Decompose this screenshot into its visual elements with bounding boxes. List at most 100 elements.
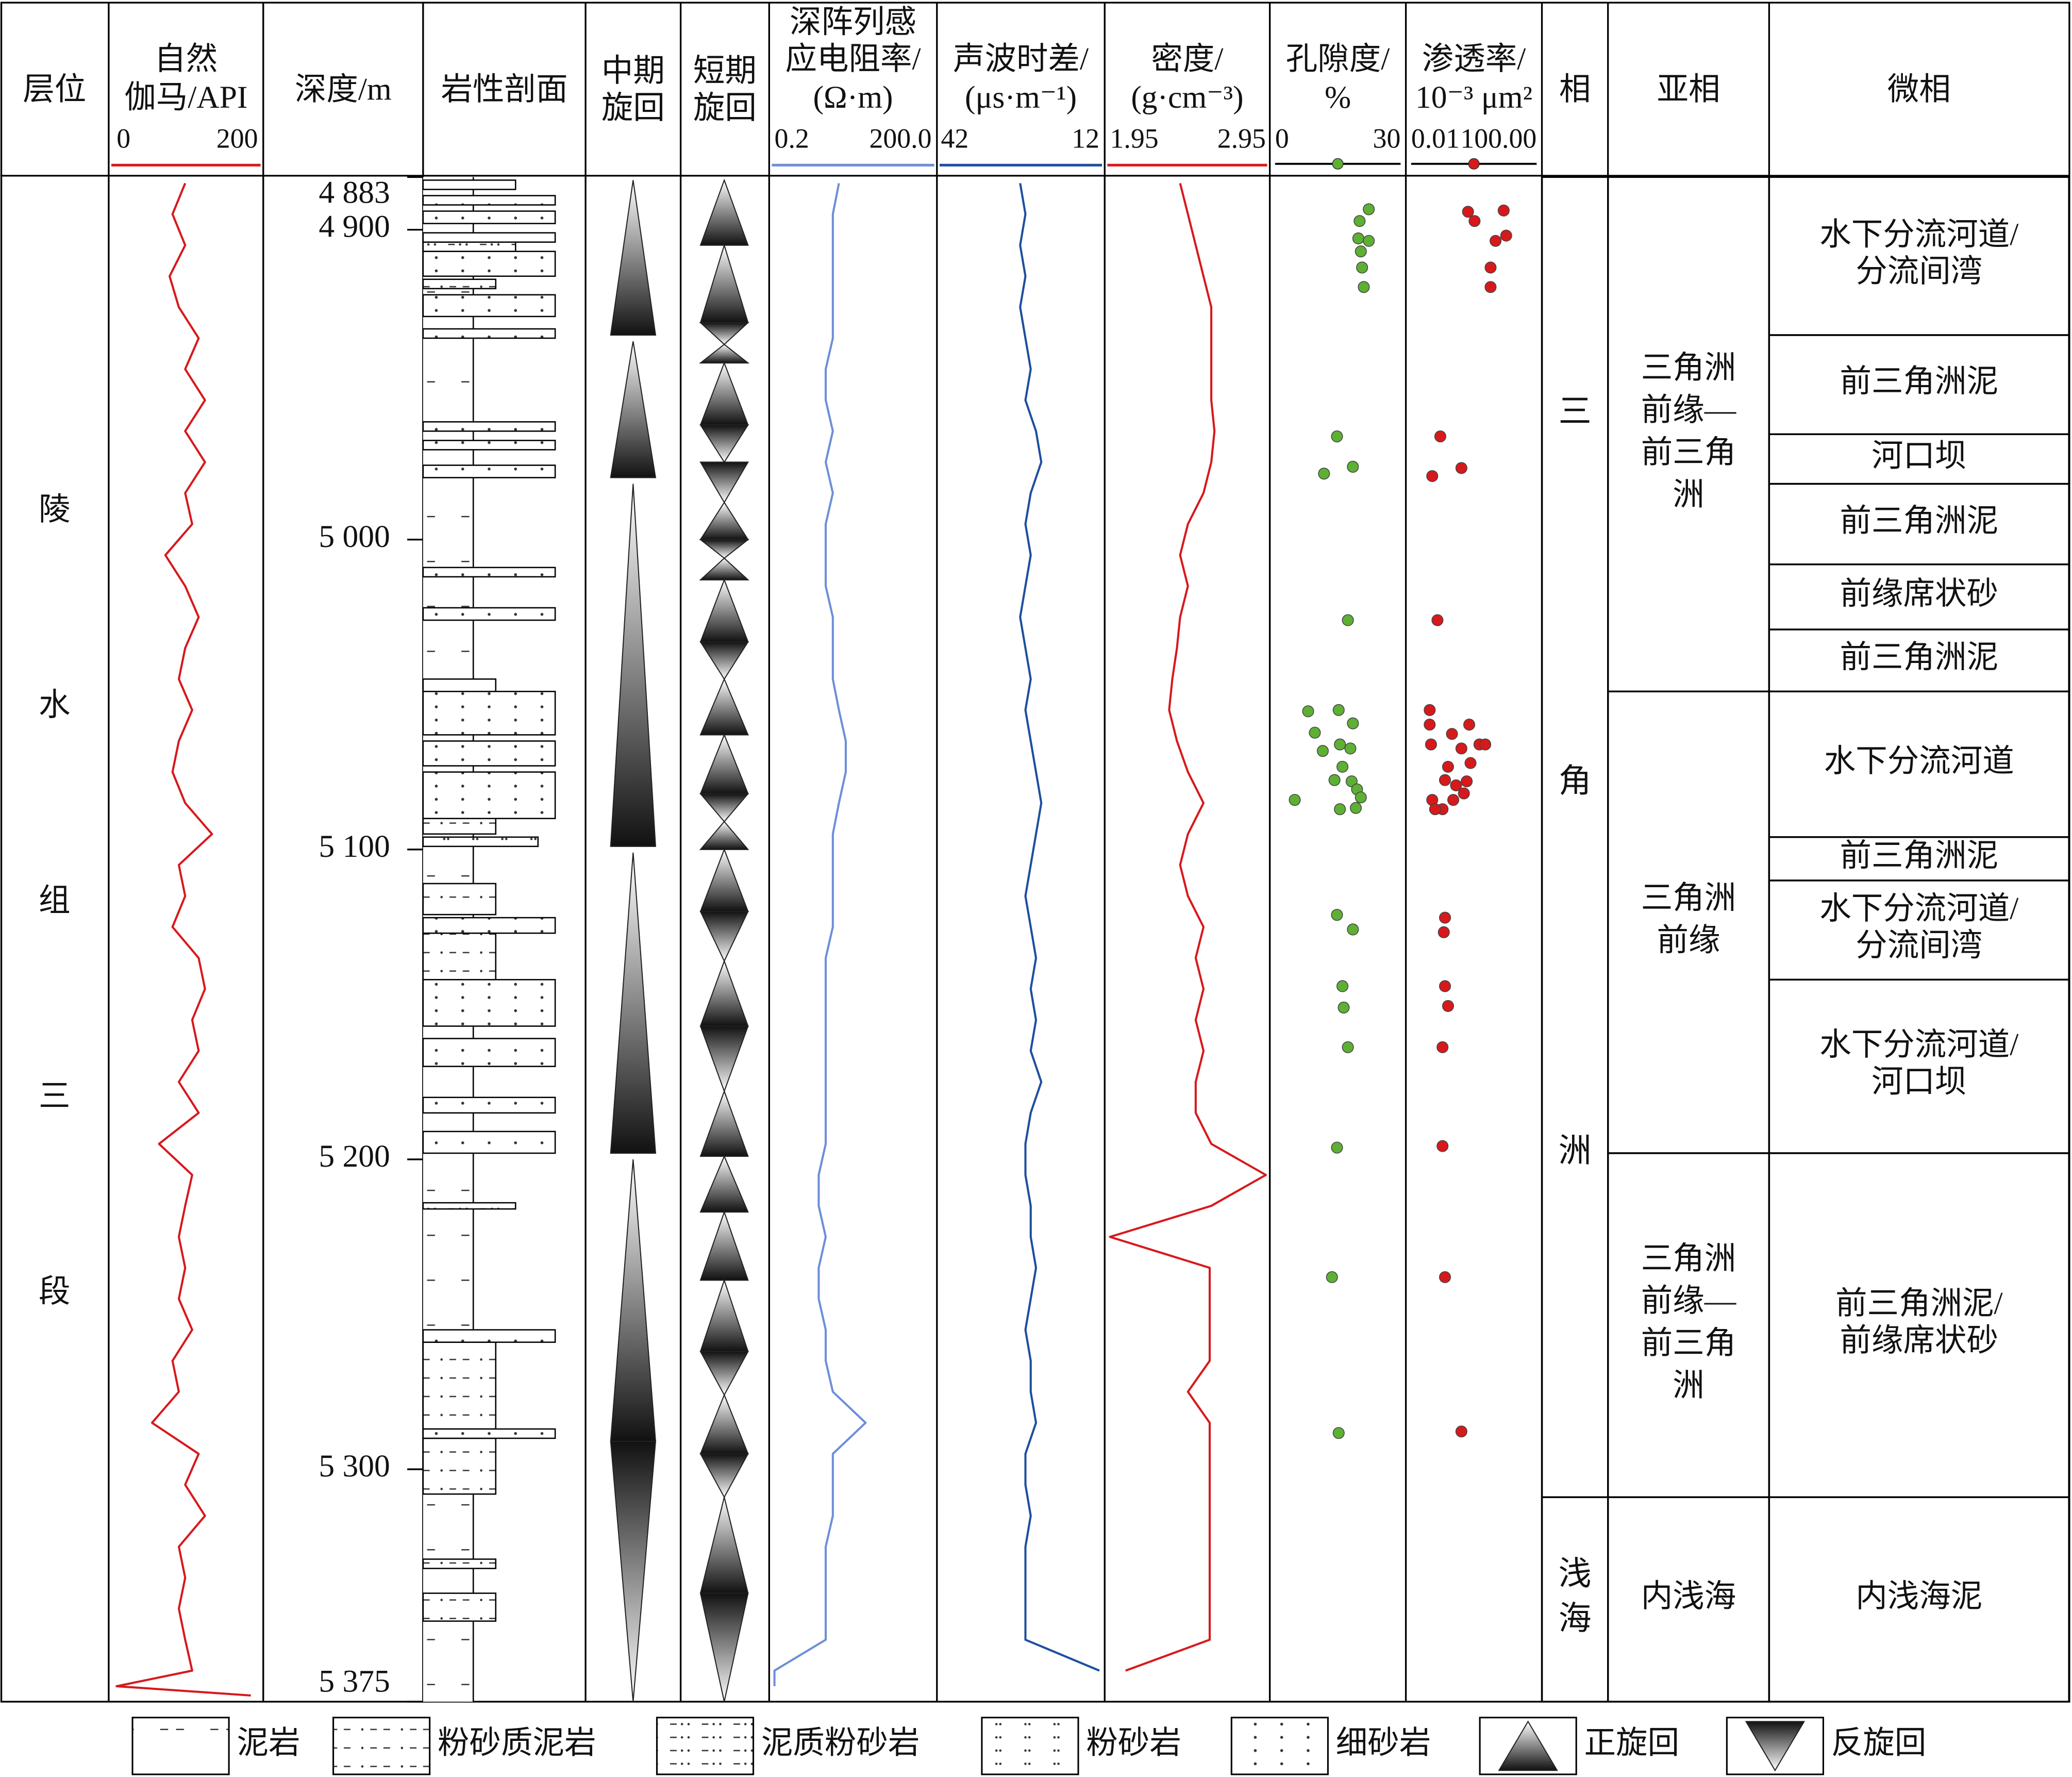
- sample-point: [1356, 261, 1368, 274]
- lithology-bed: [422, 917, 556, 934]
- cycle-triangle: [699, 461, 749, 504]
- header-title: %: [1325, 80, 1351, 115]
- sample-point: [1484, 281, 1497, 293]
- cycle-triangle: [699, 1025, 749, 1093]
- lithology-bed: [422, 607, 556, 621]
- sample-point: [1318, 468, 1330, 480]
- cycle-triangle: [699, 361, 749, 426]
- header-title: 深度/m: [295, 72, 392, 107]
- depth-label: 5 100: [319, 829, 390, 864]
- sample-point: [1479, 738, 1492, 751]
- sample-point: [1439, 774, 1451, 786]
- scale-label: 200.0: [869, 123, 931, 154]
- scale-label: 100.00: [1460, 123, 1536, 154]
- sample-point: [1455, 1425, 1467, 1438]
- cycle-triangle: [699, 911, 749, 962]
- header-title: 深阵列感: [790, 5, 916, 40]
- cycle-triangle: [610, 852, 657, 1154]
- microfacies: 前三角洲泥: [1840, 504, 1998, 539]
- lithology-bed: [422, 1558, 497, 1569]
- header-title: 岩性剖面: [441, 72, 567, 107]
- scale-label: 12: [1072, 123, 1099, 154]
- sample-point: [1355, 791, 1367, 804]
- sample-point: [1342, 614, 1354, 626]
- sample-point: [1358, 281, 1370, 293]
- sample-point: [1439, 1271, 1451, 1283]
- lithology-bed: [422, 241, 516, 252]
- cycle-triangle: [699, 1592, 749, 1702]
- microfacies: 水下分流河道/分流间湾: [1819, 217, 2019, 289]
- lithology-bed: [422, 440, 556, 451]
- scale-label: 2.95: [1217, 123, 1266, 154]
- header-title: 密度/: [1151, 42, 1224, 77]
- scale-label: 30: [1373, 123, 1401, 154]
- header-title: (g·cm⁻³): [1131, 80, 1243, 115]
- header-title: 旋回: [601, 90, 665, 125]
- sample-point: [1450, 779, 1462, 791]
- sample-point: [1429, 803, 1441, 816]
- legend-label: 正旋回: [1584, 1725, 1680, 1761]
- sample-point: [1455, 742, 1467, 755]
- header-title: 旋回: [693, 90, 757, 125]
- sample-point: [1426, 470, 1439, 483]
- subfacies: 三角洲前缘—前三角洲: [1641, 1241, 1736, 1403]
- lithology-bed: [422, 932, 497, 981]
- sample-point: [1463, 719, 1476, 731]
- lithology-bed: [422, 195, 556, 206]
- sample-point: [1334, 738, 1346, 751]
- sample-point: [1331, 1141, 1343, 1154]
- sample-point: [1347, 717, 1359, 729]
- sample-point: [1497, 204, 1510, 217]
- header-title: 10⁻³ μm²: [1415, 80, 1532, 115]
- subfacies-cell: [1607, 176, 1770, 692]
- cycle-triangle: [610, 180, 657, 336]
- sample-point: [1289, 794, 1301, 806]
- cycle-triangle: [699, 848, 749, 912]
- legend-swatch: [656, 1717, 755, 1775]
- sample-point: [1326, 1271, 1338, 1283]
- lithology-bed: [422, 836, 539, 848]
- lithology-bed: [422, 1592, 497, 1622]
- header-title: 孔隙度/: [1286, 42, 1391, 77]
- lithology-bed: [422, 1097, 556, 1114]
- header-title: 微相: [1887, 72, 1951, 107]
- sample-point: [1328, 774, 1341, 786]
- sample-point: [1355, 245, 1367, 258]
- sample-point: [1347, 460, 1359, 473]
- sample-point: [1338, 1001, 1350, 1014]
- cycle-triangle: [699, 243, 749, 323]
- header-title: 中期: [601, 54, 665, 89]
- sample-point: [1462, 206, 1474, 218]
- subfacies-cell: [1607, 690, 1770, 1154]
- lithology-bed: [422, 294, 556, 318]
- sample-point: [1442, 1000, 1454, 1012]
- sample-point: [1302, 705, 1314, 718]
- sample-point: [1436, 1041, 1449, 1053]
- sample-point: [1352, 232, 1364, 244]
- facies: 三角洲: [1559, 393, 1592, 1169]
- legend-swatch: [981, 1717, 1079, 1775]
- header-title: 伽马/API: [124, 80, 247, 115]
- formation: 陵水组三段: [39, 492, 71, 1309]
- sample-point: [1461, 775, 1473, 788]
- header-title: (Ω·m): [813, 80, 893, 115]
- subfacies: 三角洲前缘—前三角洲: [1641, 350, 1736, 512]
- sample-point: [1431, 614, 1444, 626]
- lithology-bed: [422, 464, 556, 478]
- lithology-bed: [422, 883, 497, 916]
- cycle-triangle: [610, 341, 657, 478]
- header-title: 层位: [23, 72, 86, 107]
- lithology-bed: [422, 690, 556, 736]
- cycle-triangle: [699, 821, 749, 850]
- depth-label: 4 900: [319, 209, 390, 244]
- log-curve: [1019, 183, 1100, 1672]
- microfacies: 前三角洲泥: [1840, 640, 1998, 675]
- sample-point: [1484, 261, 1497, 274]
- cycle-triangle: [699, 424, 749, 463]
- legend-triangle: [1745, 1721, 1806, 1772]
- header-title: 渗透率/: [1422, 42, 1527, 77]
- scale-label: 0.01: [1411, 123, 1460, 154]
- sample-point: [1363, 235, 1375, 247]
- sample-point: [1446, 728, 1458, 740]
